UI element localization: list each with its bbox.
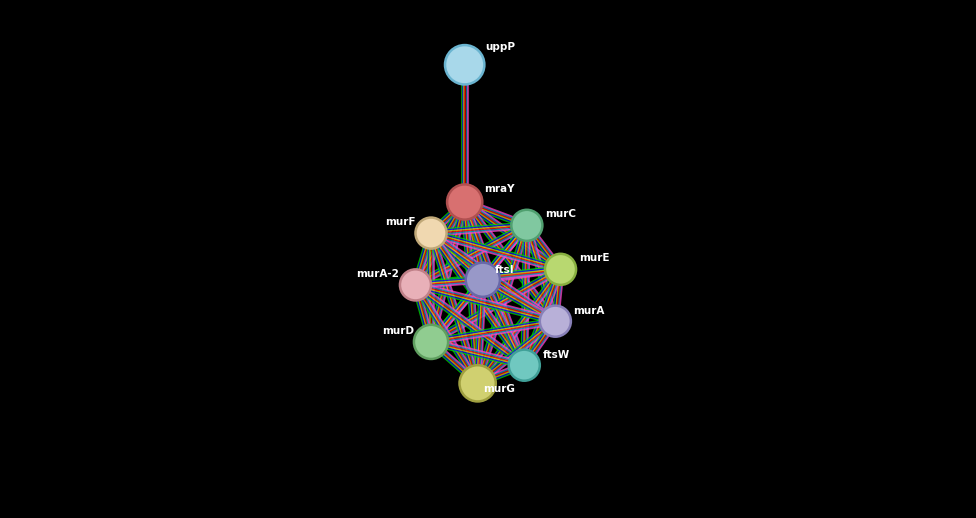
Circle shape bbox=[414, 325, 448, 359]
Text: murA-2: murA-2 bbox=[356, 269, 399, 279]
Circle shape bbox=[466, 263, 500, 297]
Circle shape bbox=[511, 210, 543, 241]
Text: murG: murG bbox=[483, 384, 514, 394]
Text: murC: murC bbox=[545, 209, 576, 219]
Text: mraY: mraY bbox=[484, 184, 514, 194]
Text: murE: murE bbox=[579, 253, 610, 263]
Circle shape bbox=[508, 350, 540, 381]
Text: murA: murA bbox=[574, 306, 605, 316]
Circle shape bbox=[540, 306, 571, 337]
Text: murD: murD bbox=[382, 326, 414, 336]
Circle shape bbox=[400, 269, 431, 300]
Circle shape bbox=[545, 254, 576, 285]
Circle shape bbox=[460, 365, 496, 401]
Circle shape bbox=[416, 218, 447, 249]
Text: uppP: uppP bbox=[485, 42, 515, 52]
Circle shape bbox=[445, 45, 484, 84]
Text: murF: murF bbox=[385, 217, 416, 227]
Text: ftsI: ftsI bbox=[495, 265, 514, 275]
Circle shape bbox=[447, 184, 482, 220]
Text: ftsW: ftsW bbox=[543, 350, 570, 360]
